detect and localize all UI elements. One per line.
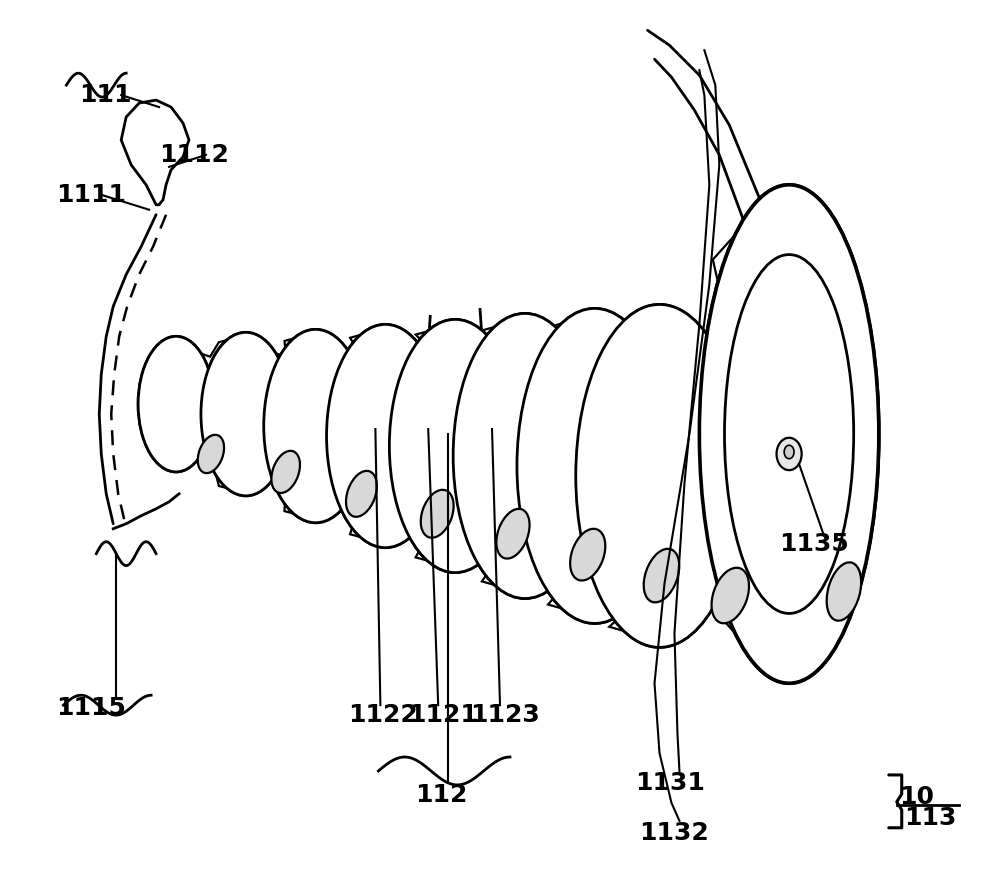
Ellipse shape xyxy=(201,332,291,496)
Text: 1121: 1121 xyxy=(408,703,478,728)
Ellipse shape xyxy=(201,332,291,496)
Polygon shape xyxy=(435,321,518,591)
Ellipse shape xyxy=(644,549,679,602)
Ellipse shape xyxy=(576,304,743,647)
Ellipse shape xyxy=(784,446,794,459)
Text: 1135: 1135 xyxy=(779,531,849,556)
Text: 1115: 1115 xyxy=(56,697,126,720)
Ellipse shape xyxy=(570,529,605,581)
Ellipse shape xyxy=(264,330,367,522)
Ellipse shape xyxy=(264,330,367,522)
Ellipse shape xyxy=(453,314,597,598)
Ellipse shape xyxy=(198,435,224,473)
Polygon shape xyxy=(571,313,665,639)
Ellipse shape xyxy=(271,451,300,493)
Polygon shape xyxy=(232,334,310,518)
Ellipse shape xyxy=(576,304,743,647)
Polygon shape xyxy=(634,194,771,674)
Ellipse shape xyxy=(777,438,802,470)
Ellipse shape xyxy=(724,255,854,613)
Ellipse shape xyxy=(784,446,794,459)
Ellipse shape xyxy=(138,336,214,472)
Text: 1132: 1132 xyxy=(640,820,709,845)
Ellipse shape xyxy=(138,336,214,472)
Text: 113: 113 xyxy=(904,806,956,830)
Ellipse shape xyxy=(346,471,377,517)
Ellipse shape xyxy=(724,255,854,613)
Ellipse shape xyxy=(699,185,879,683)
Ellipse shape xyxy=(389,319,521,573)
Polygon shape xyxy=(300,330,379,542)
Ellipse shape xyxy=(517,309,672,623)
Ellipse shape xyxy=(327,324,444,548)
Polygon shape xyxy=(165,337,241,492)
Text: 1123: 1123 xyxy=(470,703,540,728)
Ellipse shape xyxy=(453,314,597,598)
Ellipse shape xyxy=(517,309,672,623)
Polygon shape xyxy=(368,325,449,567)
Text: 10: 10 xyxy=(899,785,934,809)
Text: 1122: 1122 xyxy=(348,703,418,728)
Ellipse shape xyxy=(327,324,444,548)
Text: 1111: 1111 xyxy=(56,183,126,207)
Polygon shape xyxy=(121,100,189,205)
Ellipse shape xyxy=(777,438,802,470)
Text: 1131: 1131 xyxy=(636,771,705,795)
Ellipse shape xyxy=(421,490,454,537)
Text: 112: 112 xyxy=(415,783,468,807)
Ellipse shape xyxy=(827,562,861,621)
Ellipse shape xyxy=(496,509,530,559)
Polygon shape xyxy=(503,316,590,615)
Ellipse shape xyxy=(389,319,521,573)
Ellipse shape xyxy=(712,568,749,623)
Text: 111: 111 xyxy=(79,83,132,107)
Ellipse shape xyxy=(699,185,879,683)
Text: 1112: 1112 xyxy=(159,143,229,167)
